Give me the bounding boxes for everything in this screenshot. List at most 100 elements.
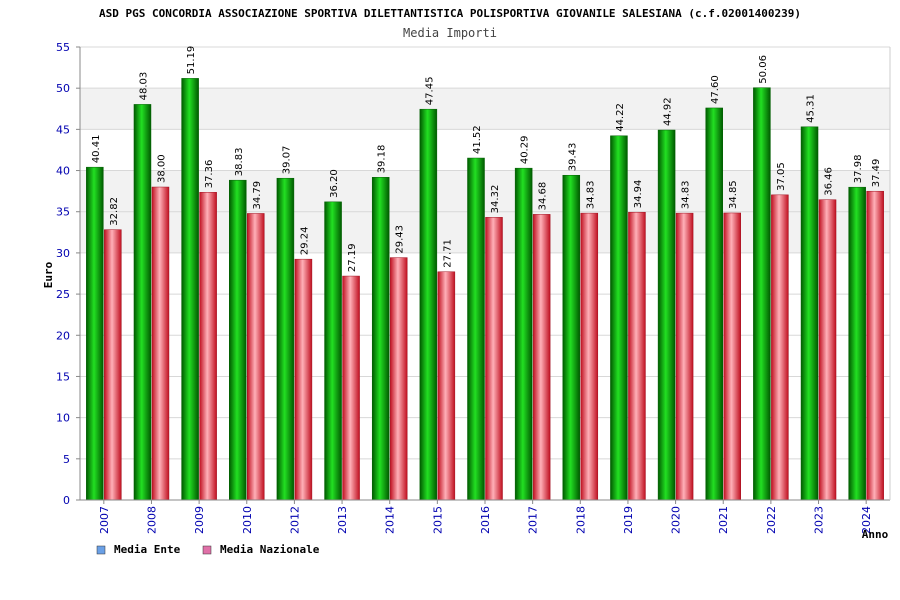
bar-media-ente — [86, 166, 104, 501]
chart-header: ASD PGS CONCORDIA ASSOCIAZIONE SPORTIVA … — [99, 7, 801, 20]
value-label-media-nazionale: 37.49 — [871, 159, 882, 188]
y-tick-label: 20 — [56, 329, 70, 342]
x-tick-label: 2021 — [717, 506, 730, 534]
chart-title: Media Importi — [403, 26, 497, 40]
value-label-media-ente: 39.43 — [567, 143, 578, 172]
value-label-media-ente: 45.31 — [806, 94, 817, 123]
bar-media-ente — [419, 108, 438, 501]
bar-media-ente — [229, 179, 247, 501]
value-label-media-ente: 47.45 — [424, 77, 435, 106]
x-tick-label: 2013 — [336, 506, 349, 534]
value-label-media-nazionale: 34.85 — [728, 180, 739, 209]
bar-media-ente — [753, 87, 771, 501]
value-label-media-nazionale: 34.83 — [681, 180, 692, 209]
value-label-media-ente: 41.52 — [472, 125, 483, 154]
bars — [86, 78, 884, 501]
value-label-media-nazionale: 36.46 — [824, 167, 835, 196]
bar-media-nazionale — [580, 212, 599, 501]
y-tick-label: 55 — [56, 41, 70, 54]
bar-media-ente — [324, 201, 342, 501]
bar-media-nazionale — [247, 213, 265, 501]
value-label-media-nazionale: 34.32 — [490, 185, 501, 214]
x-tick-label: 2022 — [765, 506, 778, 534]
value-label-media-ente: 51.19 — [186, 46, 197, 75]
y-tick-label: 5 — [63, 453, 70, 466]
x-tick-label: 2014 — [384, 506, 397, 534]
value-label-media-ente: 39.07 — [281, 146, 292, 175]
value-label-media-nazionale: 37.36 — [204, 160, 215, 189]
value-label-media-nazionale: 29.43 — [395, 225, 406, 254]
value-label-media-ente: 36.20 — [329, 169, 340, 198]
x-tick-label: 2019 — [622, 506, 635, 534]
value-label-media-ente: 50.06 — [758, 55, 769, 84]
y-tick-label: 45 — [56, 123, 70, 136]
y-tick-label: 10 — [56, 412, 70, 425]
axes — [76, 46, 891, 504]
bar-media-nazionale — [771, 194, 789, 501]
bar-value-labels: 40.41 32.82 48.03 38.00 51.19 37.36 38.83 34.79… — [91, 46, 882, 272]
value-label-media-ente: 40.41 — [91, 135, 102, 164]
y-tick-label: 40 — [56, 165, 70, 178]
bar-media-nazionale — [723, 212, 741, 501]
bar-media-ente — [610, 135, 628, 501]
bar-media-ente — [467, 157, 485, 501]
bar-media-ente — [133, 104, 152, 501]
y-tick-label: 35 — [56, 206, 70, 219]
x-tick-label: 2010 — [241, 506, 254, 534]
y-tick-label: 0 — [63, 494, 70, 507]
legend-swatch-media-ente — [96, 545, 106, 555]
value-label-media-nazionale: 27.71 — [442, 239, 453, 268]
bar-media-nazionale — [628, 211, 646, 501]
y-tick-label: 30 — [56, 247, 70, 260]
x-tick-label: 2008 — [145, 506, 158, 534]
bar-media-nazionale — [532, 214, 551, 501]
value-label-media-nazionale: 37.05 — [776, 162, 787, 191]
x-tick-label: 2007 — [98, 506, 111, 534]
bar-media-ente — [514, 167, 533, 501]
value-label-media-nazionale: 34.94 — [633, 180, 644, 209]
y-tick-label: 15 — [56, 370, 70, 383]
value-label-media-nazionale: 29.24 — [299, 227, 310, 256]
value-label-media-ente: 40.29 — [520, 136, 531, 165]
value-label-media-ente: 37.98 — [853, 155, 864, 184]
bar-media-ente — [657, 129, 676, 501]
legend-label-media-nazionale: Media Nazionale — [220, 543, 320, 556]
legend-label-media-ente: Media Ente — [114, 543, 181, 556]
bar-media-nazionale — [866, 190, 884, 501]
x-axis-label: Anno — [862, 528, 889, 541]
bar-media-nazionale — [485, 217, 503, 501]
bar-media-nazionale — [675, 212, 694, 501]
value-label-media-ente: 38.83 — [234, 148, 245, 177]
y-tick-labels: 0 5 10 15 20 25 30 35 40 45 50 55 — [56, 41, 70, 507]
bar-media-nazionale — [389, 257, 408, 501]
y-tick-label: 50 — [56, 82, 70, 95]
bar-media-nazionale — [199, 192, 217, 501]
bar-media-ente — [705, 107, 723, 501]
x-tick-label: 2016 — [479, 506, 492, 534]
bar-media-nazionale — [818, 199, 837, 501]
value-label-media-nazionale: 27.19 — [347, 243, 358, 272]
x-tick-label: 2018 — [574, 506, 587, 534]
y-axis-label: Euro — [42, 261, 55, 288]
value-label-media-ente: 39.18 — [377, 145, 388, 174]
value-label-media-nazionale: 38.00 — [156, 154, 167, 183]
x-tick-labels: 2007 2008 2009 2010 2012 2013 2014 2015 2016 2017… — [98, 506, 873, 534]
legend: Media Ente Media Nazionale — [96, 543, 320, 556]
x-tick-label: 2020 — [670, 506, 683, 534]
legend-swatch-media-nazionale — [202, 545, 212, 555]
value-label-media-ente: 48.03 — [138, 72, 149, 101]
bar-media-ente — [800, 126, 819, 501]
bar-media-ente — [562, 174, 581, 501]
x-tick-label: 2009 — [193, 506, 206, 534]
x-tick-label: 2012 — [288, 506, 301, 534]
x-tick-label: 2015 — [431, 506, 444, 534]
value-label-media-nazionale: 34.68 — [538, 182, 549, 211]
bar-media-nazionale — [437, 271, 456, 501]
bar-media-ente — [371, 177, 390, 501]
value-label-media-nazionale: 32.82 — [109, 197, 120, 226]
x-tick-label: 2023 — [813, 506, 826, 534]
bar-media-nazionale — [294, 258, 313, 501]
value-label-media-ente: 47.60 — [710, 75, 721, 104]
value-label-media-nazionale: 34.79 — [252, 181, 263, 210]
